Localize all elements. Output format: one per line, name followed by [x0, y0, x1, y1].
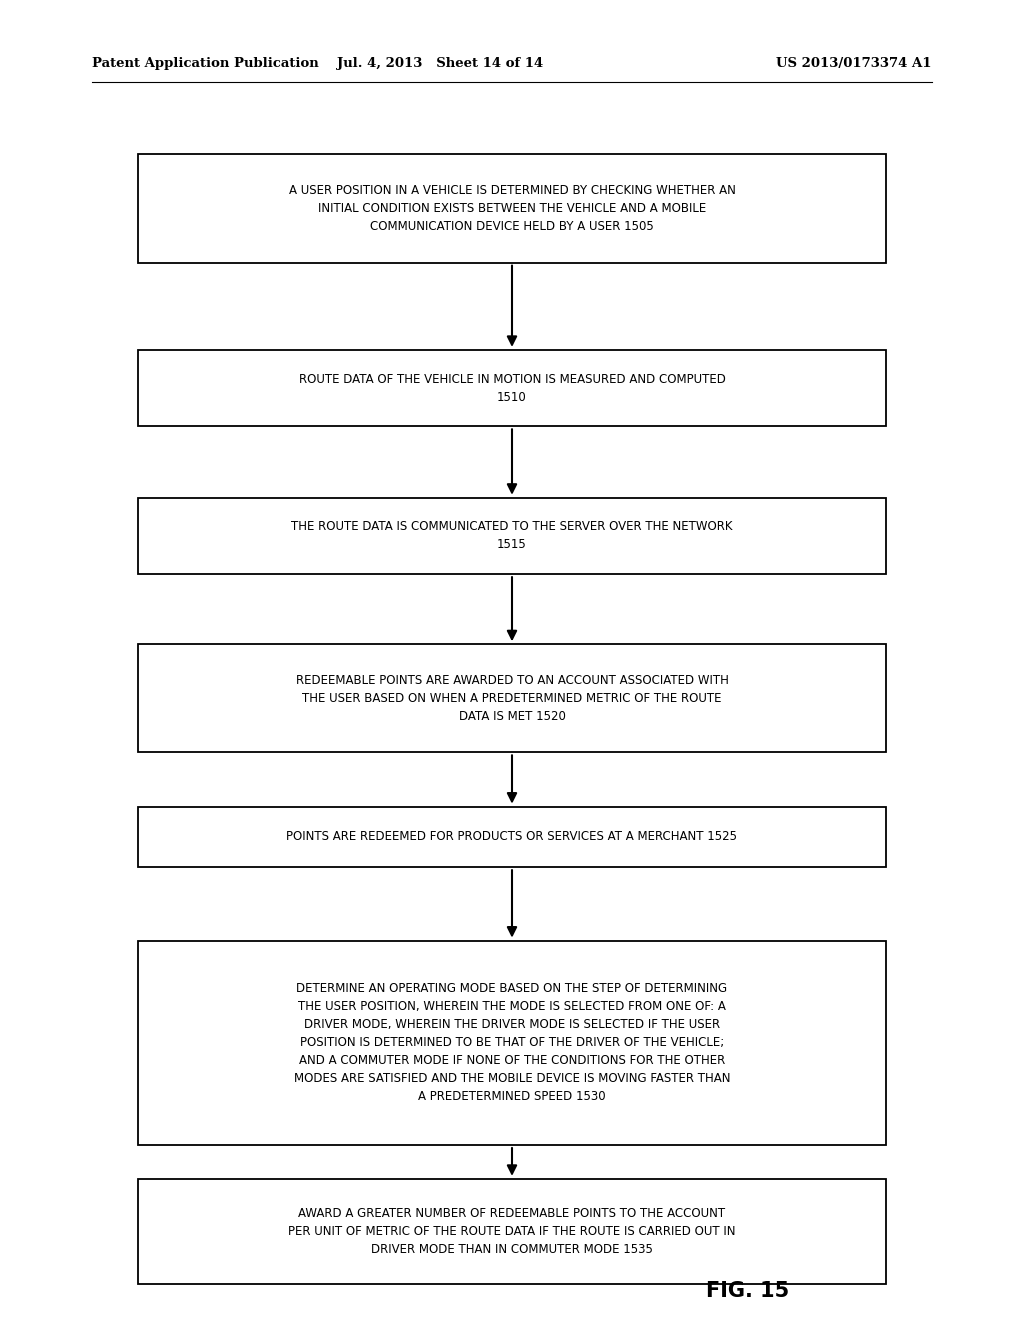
FancyBboxPatch shape	[138, 644, 886, 752]
Text: AWARD A GREATER NUMBER OF REDEEMABLE POINTS TO THE ACCOUNT
PER UNIT OF METRIC OF: AWARD A GREATER NUMBER OF REDEEMABLE POI…	[288, 1206, 736, 1257]
Text: REDEEMABLE POINTS ARE AWARDED TO AN ACCOUNT ASSOCIATED WITH
THE USER BASED ON WH: REDEEMABLE POINTS ARE AWARDED TO AN ACCO…	[296, 673, 728, 723]
Text: Patent Application Publication: Patent Application Publication	[92, 57, 318, 70]
FancyBboxPatch shape	[138, 807, 886, 867]
FancyBboxPatch shape	[138, 154, 886, 263]
Text: POINTS ARE REDEEMED FOR PRODUCTS OR SERVICES AT A MERCHANT 1525: POINTS ARE REDEEMED FOR PRODUCTS OR SERV…	[287, 830, 737, 843]
Text: DETERMINE AN OPERATING MODE BASED ON THE STEP OF DETERMINING
THE USER POSITION, : DETERMINE AN OPERATING MODE BASED ON THE…	[294, 982, 730, 1104]
Text: FIG. 15: FIG. 15	[706, 1280, 790, 1302]
Text: ROUTE DATA OF THE VEHICLE IN MOTION IS MEASURED AND COMPUTED
1510: ROUTE DATA OF THE VEHICLE IN MOTION IS M…	[299, 372, 725, 404]
FancyBboxPatch shape	[138, 498, 886, 574]
Text: A USER POSITION IN A VEHICLE IS DETERMINED BY CHECKING WHETHER AN
INITIAL CONDIT: A USER POSITION IN A VEHICLE IS DETERMIN…	[289, 183, 735, 234]
FancyBboxPatch shape	[138, 1179, 886, 1284]
Text: Jul. 4, 2013   Sheet 14 of 14: Jul. 4, 2013 Sheet 14 of 14	[337, 57, 544, 70]
Text: US 2013/0173374 A1: US 2013/0173374 A1	[776, 57, 932, 70]
FancyBboxPatch shape	[138, 350, 886, 426]
Text: THE ROUTE DATA IS COMMUNICATED TO THE SERVER OVER THE NETWORK
1515: THE ROUTE DATA IS COMMUNICATED TO THE SE…	[291, 520, 733, 552]
FancyBboxPatch shape	[138, 940, 886, 1144]
